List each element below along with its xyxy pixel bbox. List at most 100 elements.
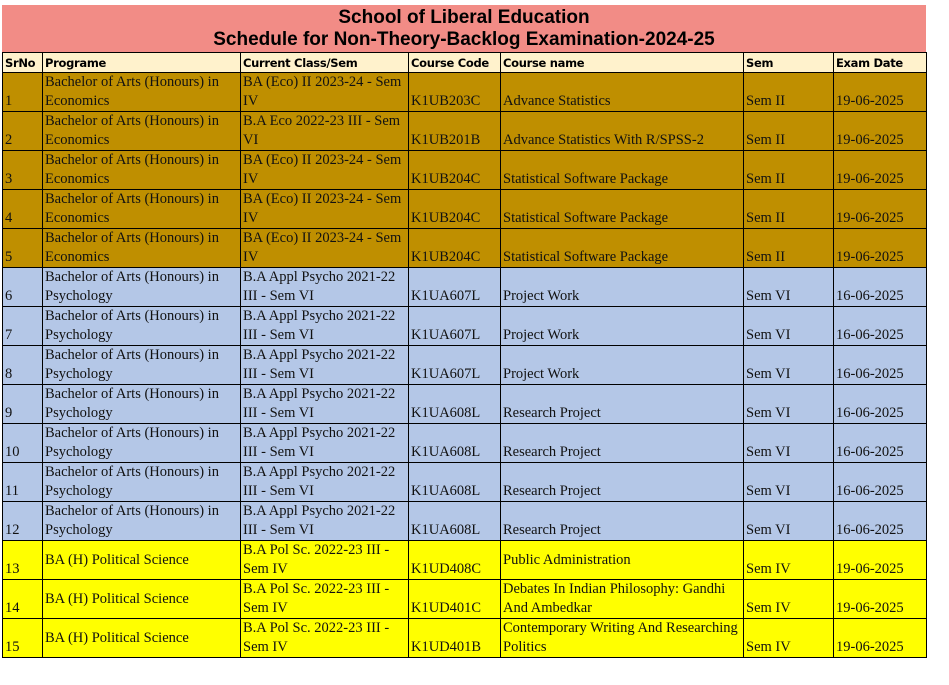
cell-date: 19-06-2025 xyxy=(833,579,927,619)
header-course: Course name xyxy=(500,52,744,73)
cell-programe: Bachelor of Arts (Honours) in Economics xyxy=(42,228,241,268)
cell-programe: Bachelor of Arts (Honours) in Psychology xyxy=(42,501,241,541)
cell-srno: 11 xyxy=(2,462,43,502)
table-row: 11 Bachelor of Arts (Honours) in Psycholo… xyxy=(2,462,927,502)
cell-date: 19-06-2025 xyxy=(833,72,927,112)
cell-programe: Bachelor of Arts (Honours) in Psychology xyxy=(42,384,241,424)
cell-course: Research Project xyxy=(500,501,744,541)
cell-programe: Bachelor of Arts (Honours) in Economics xyxy=(42,111,241,151)
table-row: 15 BA (H) Political Science B.A Pol Sc. 20… xyxy=(2,618,927,658)
cell-class: BA (Eco) II 2023-24 - Sem IV xyxy=(240,228,409,268)
cell-date: 16-06-2025 xyxy=(833,306,927,346)
cell-course: Debates In Indian Philosophy: Gandhi And… xyxy=(500,579,744,619)
table-row: 4 Bachelor of Arts (Honours) in Economics… xyxy=(2,189,927,229)
cell-code: K1UA607L xyxy=(408,267,501,307)
cell-srno: 9 xyxy=(2,384,43,424)
cell-course: Advance Statistics With R/SPSS-2 xyxy=(500,111,744,151)
cell-course: Contemporary Writing And Researching Pol… xyxy=(500,618,744,658)
cell-class: B.A Pol Sc. 2022-23 III - Sem IV xyxy=(240,579,409,619)
cell-programe: Bachelor of Arts (Honours) in Psychology xyxy=(42,423,241,463)
cell-sem: Sem VI xyxy=(743,462,834,502)
cell-date: 19-06-2025 xyxy=(833,228,927,268)
cell-course: Public Administration xyxy=(500,540,744,580)
header-row: SrNo Programe Current Class/Sem Course C… xyxy=(2,52,927,73)
schedule-sheet: School of Liberal Education Schedule for… xyxy=(2,5,927,658)
cell-date: 16-06-2025 xyxy=(833,267,927,307)
cell-class: BA (Eco) II 2023-24 - Sem IV xyxy=(240,72,409,112)
cell-date: 19-06-2025 xyxy=(833,540,927,580)
cell-class: B.A Pol Sc. 2022-23 III - Sem IV xyxy=(240,618,409,658)
cell-sem: Sem II xyxy=(743,150,834,190)
cell-date: 16-06-2025 xyxy=(833,423,927,463)
title-banner: School of Liberal Education Schedule for… xyxy=(2,5,926,52)
cell-course: Statistical Software Package xyxy=(500,189,744,229)
header-sem: Sem xyxy=(743,52,834,73)
table-row: 7 Bachelor of Arts (Honours) in Psycholog… xyxy=(2,306,927,346)
table-row: 3 Bachelor of Arts (Honours) in Economics… xyxy=(2,150,927,190)
cell-code: K1UB203C xyxy=(408,72,501,112)
schedule-table: SrNo Programe Current Class/Sem Course C… xyxy=(2,52,927,658)
cell-sem: Sem VI xyxy=(743,501,834,541)
cell-sem: Sem VI xyxy=(743,384,834,424)
cell-sem: Sem IV xyxy=(743,540,834,580)
cell-class: BA (Eco) II 2023-24 - Sem IV xyxy=(240,189,409,229)
cell-sem: Sem II xyxy=(743,228,834,268)
cell-srno: 3 xyxy=(2,150,43,190)
cell-sem: Sem II xyxy=(743,189,834,229)
table-row: 2 Bachelor of Arts (Honours) in Economics… xyxy=(2,111,927,151)
cell-course: Project Work xyxy=(500,345,744,385)
cell-sem: Sem VI xyxy=(743,423,834,463)
cell-srno: 10 xyxy=(2,423,43,463)
cell-code: K1UB204C xyxy=(408,189,501,229)
cell-course: Research Project xyxy=(500,423,744,463)
cell-programe: BA (H) Political Science xyxy=(42,618,241,658)
cell-sem: Sem II xyxy=(743,111,834,151)
cell-srno: 12 xyxy=(2,501,43,541)
cell-course: Research Project xyxy=(500,384,744,424)
table-row: 14 BA (H) Political Science B.A Pol Sc. 20… xyxy=(2,579,927,619)
cell-class: B.A Appl Psycho 2021-22 III - Sem VI xyxy=(240,501,409,541)
table-row: 10 Bachelor of Arts (Honours) in Psycholo… xyxy=(2,423,927,463)
cell-class: B.A Appl Psycho 2021-22 III - Sem VI xyxy=(240,306,409,346)
cell-programe: Bachelor of Arts (Honours) in Psychology xyxy=(42,306,241,346)
cell-programe: Bachelor of Arts (Honours) in Psychology xyxy=(42,267,241,307)
cell-code: K1UB204C xyxy=(408,228,501,268)
cell-course: Advance Statistics xyxy=(500,72,744,112)
cell-programe: Bachelor of Arts (Honours) in Psychology xyxy=(42,462,241,502)
cell-code: K1UA608L xyxy=(408,501,501,541)
cell-class: B.A Appl Psycho 2021-22 III - Sem VI xyxy=(240,345,409,385)
cell-srno: 14 xyxy=(2,579,43,619)
table-row: 9 Bachelor of Arts (Honours) in Psycholog… xyxy=(2,384,927,424)
cell-course: Project Work xyxy=(500,267,744,307)
table-row: 5 Bachelor of Arts (Honours) in Economics… xyxy=(2,228,927,268)
cell-srno: 1 xyxy=(2,72,43,112)
cell-code: K1UB204C xyxy=(408,150,501,190)
cell-code: K1UA607L xyxy=(408,345,501,385)
cell-srno: 7 xyxy=(2,306,43,346)
cell-srno: 2 xyxy=(2,111,43,151)
cell-code: K1UD401C xyxy=(408,579,501,619)
cell-programe: Bachelor of Arts (Honours) in Psychology xyxy=(42,345,241,385)
cell-class: B.A Appl Psycho 2021-22 III - Sem VI xyxy=(240,462,409,502)
cell-srno: 13 xyxy=(2,540,43,580)
header-class: Current Class/Sem xyxy=(240,52,409,73)
cell-code: K1UA608L xyxy=(408,384,501,424)
cell-course: Research Project xyxy=(500,462,744,502)
title-line-1: School of Liberal Education xyxy=(338,7,590,28)
header-date: Exam Date xyxy=(833,52,927,73)
cell-course: Statistical Software Package xyxy=(500,150,744,190)
table-row: 13 BA (H) Political Science B.A Pol Sc. 20… xyxy=(2,540,927,580)
cell-date: 19-06-2025 xyxy=(833,111,927,151)
cell-code: K1UD408C xyxy=(408,540,501,580)
cell-date: 16-06-2025 xyxy=(833,462,927,502)
cell-class: B.A Appl Psycho 2021-22 III - Sem VI xyxy=(240,423,409,463)
cell-srno: 15 xyxy=(2,618,43,658)
cell-class: B.A Appl Psycho 2021-22 III - Sem VI xyxy=(240,384,409,424)
cell-date: 16-06-2025 xyxy=(833,345,927,385)
header-srno: SrNo xyxy=(2,52,43,73)
table-row: 8 Bachelor of Arts (Honours) in Psycholog… xyxy=(2,345,927,385)
cell-programe: Bachelor of Arts (Honours) in Economics xyxy=(42,189,241,229)
cell-sem: Sem VI xyxy=(743,306,834,346)
cell-sem: Sem II xyxy=(743,72,834,112)
cell-code: K1UA608L xyxy=(408,423,501,463)
